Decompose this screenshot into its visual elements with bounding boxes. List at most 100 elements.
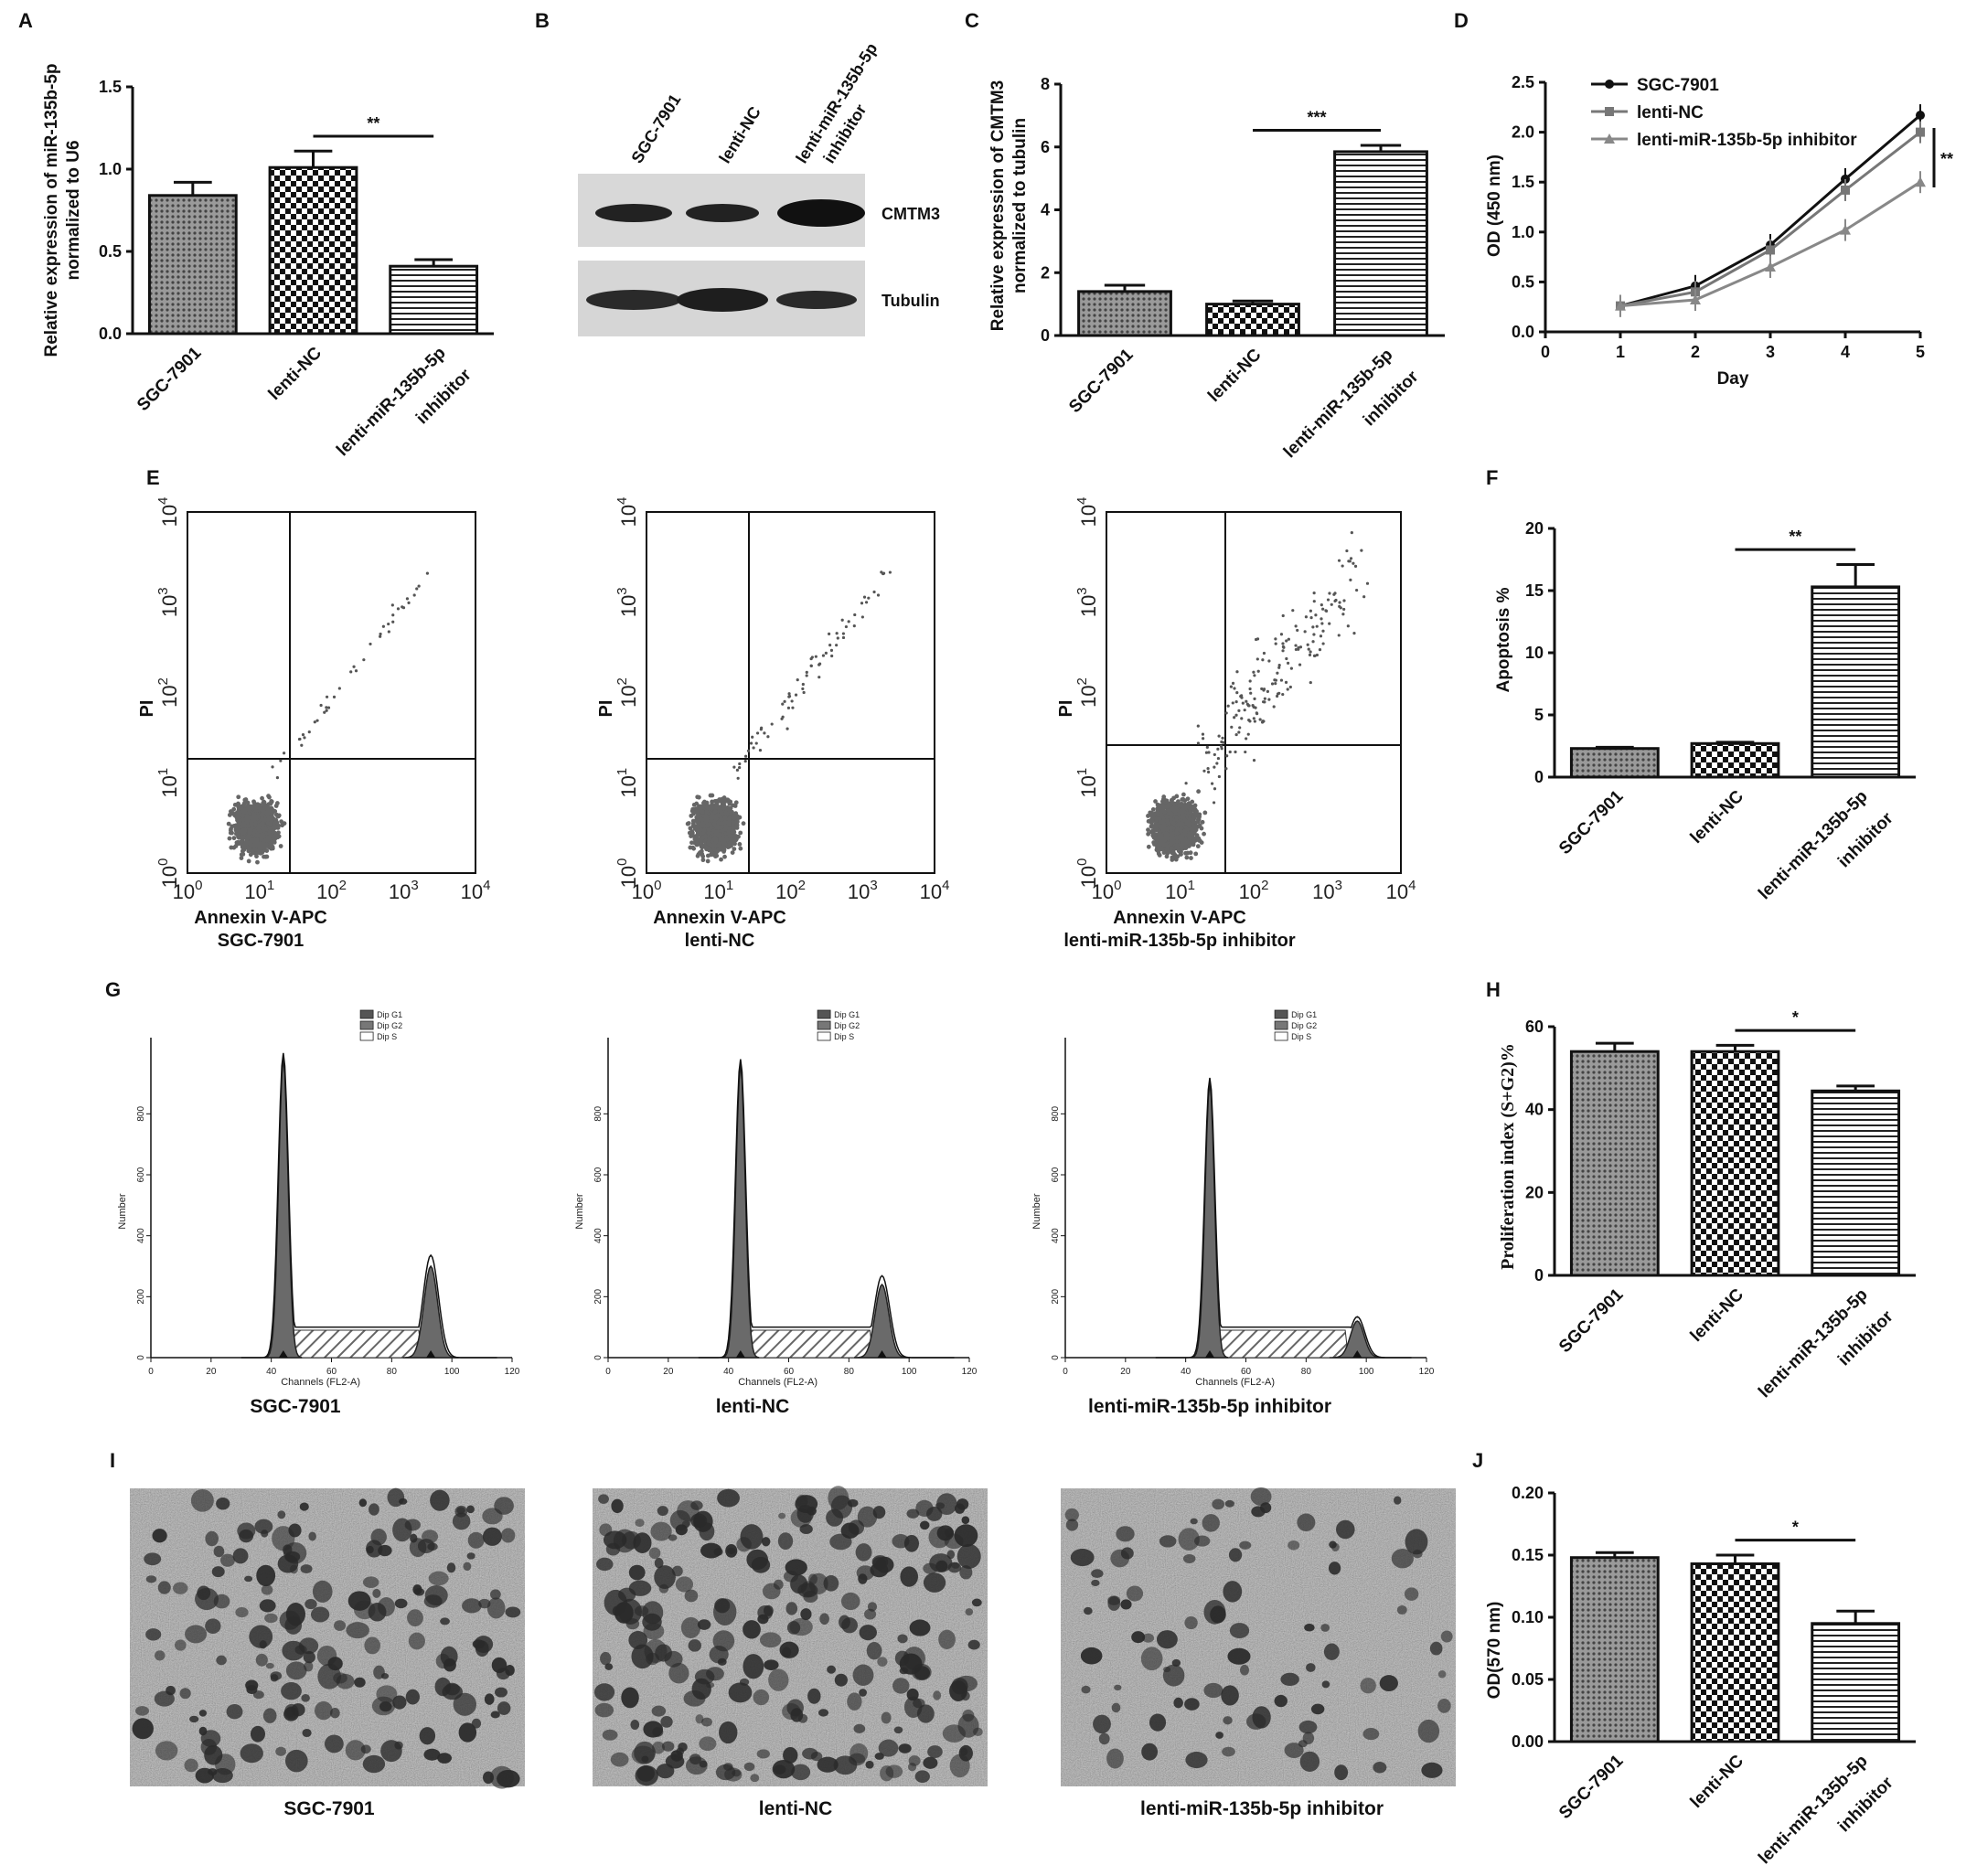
y-tick-exponent: 4 — [614, 497, 630, 505]
event — [1353, 564, 1358, 568]
event — [282, 821, 287, 826]
cell — [290, 1564, 298, 1574]
event — [1277, 666, 1281, 669]
event — [1294, 644, 1298, 647]
event — [1245, 699, 1248, 703]
event — [260, 812, 265, 816]
event — [1161, 798, 1167, 804]
event — [272, 839, 277, 845]
cell — [466, 1552, 475, 1560]
event — [1348, 560, 1352, 563]
event — [1190, 799, 1195, 805]
legend-marker — [1605, 80, 1614, 89]
event — [269, 805, 274, 811]
event — [1177, 835, 1182, 840]
event — [694, 841, 700, 847]
event — [703, 834, 708, 839]
event — [860, 602, 864, 605]
event — [239, 856, 244, 860]
event — [1360, 549, 1363, 552]
cell — [279, 1610, 301, 1630]
y-tick-label: 102 — [614, 677, 640, 708]
event — [728, 805, 733, 811]
cell — [302, 1728, 312, 1738]
event — [1248, 687, 1252, 691]
event — [844, 624, 849, 629]
event — [1284, 680, 1288, 685]
x-tick-label: 40 — [266, 1367, 277, 1377]
cell — [246, 1685, 258, 1695]
band-tubulin-3 — [776, 291, 857, 309]
event — [241, 801, 247, 805]
y-tick-label: 104 — [155, 497, 181, 528]
event — [1213, 765, 1216, 769]
x-tick-label: 20 — [206, 1367, 217, 1377]
cell — [195, 1767, 215, 1784]
event — [1229, 685, 1233, 688]
x-tick-label: 101 — [1165, 878, 1195, 903]
event — [790, 699, 794, 703]
event — [1184, 804, 1190, 809]
event — [1254, 637, 1258, 642]
cell — [185, 1625, 208, 1644]
cell — [132, 1718, 154, 1740]
y-tick-label: 400 — [1051, 1228, 1061, 1243]
event — [240, 835, 245, 840]
event — [1352, 632, 1356, 635]
event — [239, 804, 244, 809]
flow-xlabel: Annexin V-APC — [653, 908, 786, 928]
event — [1184, 782, 1188, 785]
event — [1168, 814, 1173, 819]
event — [688, 845, 693, 850]
y-tick-label: 0 — [1041, 326, 1050, 345]
y-tick-label: 40 — [1525, 1101, 1544, 1119]
event — [731, 839, 736, 845]
event — [396, 607, 401, 611]
panel-letter-b: B — [535, 9, 550, 32]
event — [728, 799, 733, 805]
cell — [408, 1632, 425, 1650]
peak-marker — [278, 1350, 288, 1358]
y-tick-exponent: 1 — [614, 768, 630, 775]
event — [271, 765, 274, 769]
histogram-3: 0 20 40 60 80 100 1200200400600800NumberChanne… — [1031, 1009, 1435, 1417]
event — [704, 800, 710, 805]
panel-letter-f: F — [1486, 466, 1498, 489]
event — [700, 801, 706, 805]
x-tick-label: 0 — [1063, 1367, 1068, 1377]
y-tick-exponent: 4 — [155, 497, 171, 505]
cell — [346, 1622, 369, 1639]
legend-swatch — [817, 1009, 831, 1019]
cell — [353, 1600, 376, 1620]
y-tick-label: 104 — [614, 497, 640, 528]
event — [1202, 810, 1208, 815]
x-tick-label: 40 — [723, 1367, 734, 1377]
cell — [466, 1505, 475, 1514]
x-tick-label: 60 — [784, 1367, 795, 1377]
bar-3 — [389, 264, 479, 336]
event — [1156, 823, 1160, 828]
event — [1156, 805, 1161, 810]
event — [1281, 642, 1285, 645]
panel-letter-a: A — [18, 9, 33, 32]
cell — [446, 1562, 456, 1573]
event — [1176, 822, 1181, 827]
y-tick-label: 60 — [1525, 1018, 1544, 1036]
x-tick-label: 40 — [1181, 1367, 1191, 1377]
hist-xlabel: Channels (FL2-A) — [281, 1377, 360, 1388]
event — [1185, 821, 1191, 826]
event — [313, 720, 316, 724]
x-tick-label: 60 — [1241, 1367, 1252, 1377]
event — [300, 743, 304, 747]
hist-xlabel: Channels (FL2-A) — [738, 1377, 817, 1388]
event — [751, 735, 754, 739]
cell — [490, 1589, 501, 1600]
event — [1237, 709, 1241, 712]
event — [255, 814, 261, 819]
cell — [364, 1636, 380, 1655]
event — [1188, 850, 1193, 856]
cell — [430, 1489, 450, 1511]
y-tick-label: 1.5 — [1512, 173, 1534, 191]
event — [1233, 716, 1236, 719]
event — [1146, 844, 1151, 849]
